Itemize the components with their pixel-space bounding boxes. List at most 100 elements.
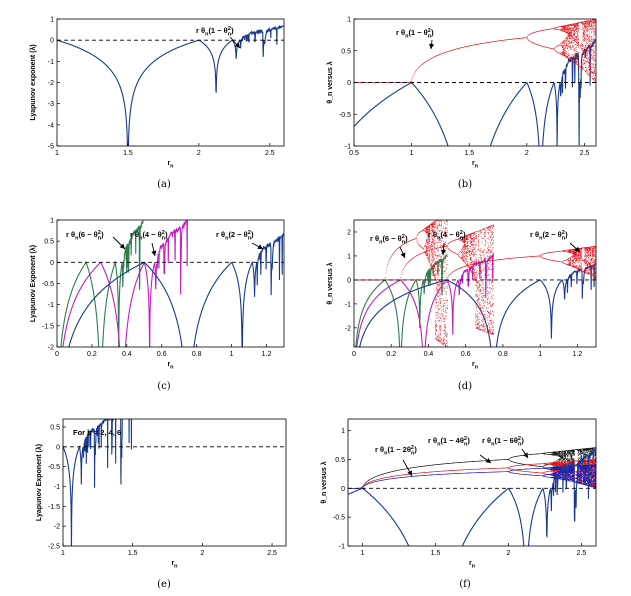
y-tick-label: 1 [347, 253, 351, 260]
lyapunov-curve [57, 24, 284, 146]
y-tick-label: -1 [339, 544, 345, 551]
y-tick-label: -2 [48, 80, 54, 87]
x-axis-label: rn [469, 560, 476, 570]
axes-frame [56, 18, 285, 147]
plot-area [354, 19, 596, 146]
y-tick-label: 1 [341, 428, 345, 435]
x-tick-label: 0.8 [498, 351, 508, 358]
annotation-arrowhead [234, 42, 240, 48]
y-tick-label: -1 [54, 484, 60, 491]
plot-area [63, 419, 133, 546]
y-tick-label: -2 [345, 325, 351, 332]
y-tick-label: -0.5 [42, 281, 54, 288]
x-tick-label: 0.5 [349, 150, 359, 157]
series-lyapunov-1 [60, 220, 144, 347]
y-axis-label: Lyapunov Exponent (λ) [29, 245, 37, 322]
x-tick-label: 2 [525, 150, 529, 157]
x-tick-label: 0.4 [424, 351, 434, 358]
x-tick-label: 2.5 [267, 550, 277, 557]
map-annotation: r θn(6 − θ2 n) [370, 234, 408, 246]
caption-f: (f) [459, 579, 471, 590]
x-tick-label: 1.2 [573, 351, 583, 358]
x-tick-label: 2.5 [577, 550, 587, 557]
y-tick-label: -3 [48, 101, 54, 108]
caption-e: (e) [157, 579, 171, 590]
y-axis-label: Lyapunov exponent (λ) [29, 44, 37, 120]
lyapunov-curve [359, 261, 596, 347]
series-lyapunov-1 [355, 254, 448, 347]
y-tick-label: -2 [54, 524, 60, 531]
x-tick-label: 2.5 [580, 150, 590, 157]
annotation-arrowhead [257, 244, 263, 249]
map-annotation: r θn(4 − θ2 n) [428, 230, 466, 242]
x-tick-label: 0 [55, 351, 59, 358]
map-annotation: r θn(1 − 4θ2 n) [428, 436, 470, 448]
y-tick-label: 0 [341, 486, 345, 493]
y-tick-label: 0 [50, 260, 54, 267]
series-lyapunov-1 [57, 24, 284, 146]
annotation-arrowhead [119, 243, 125, 249]
y-tick-label: 0.5 [50, 424, 60, 431]
y-tick-label: 1 [347, 17, 351, 24]
x-tick-label: 0.6 [461, 351, 471, 358]
x-tick-label: 2 [197, 150, 201, 157]
x-axis-label: rn [472, 361, 479, 371]
y-axis-label: θ_n versus λ [320, 461, 328, 503]
annotation-arrowhead [428, 43, 435, 49]
series-lyapunov-2 [62, 220, 188, 347]
map-annotation: r θn(1 − 6θ2 n) [482, 436, 524, 448]
x-tick-label: 1.5 [128, 550, 138, 557]
panel-d: 0 0.2 0.4 0.6 0.8 1 1.2 2 1 0 -1 -2 rn θ_n versus λ r … [326, 219, 597, 371]
y-tick-label: 0 [50, 38, 54, 45]
y-tick-label: -0.5 [333, 515, 345, 522]
y-tick-label: -1.5 [42, 323, 54, 330]
annotation-arrowhead [485, 457, 491, 463]
lyapunov-curve [68, 233, 284, 347]
x-tick-label: 0 [352, 351, 356, 358]
y-tick-label: 0.5 [335, 457, 345, 464]
x-axis-label: rn [167, 160, 174, 170]
y-tick-label: 1 [50, 218, 54, 225]
series-bifurcation-3 [348, 464, 596, 489]
y-tick-label: 0.5 [341, 48, 351, 55]
x-tick-label: 1 [55, 150, 59, 157]
y-tick-label: 0 [56, 444, 60, 451]
y-tick-label: -2.5 [48, 544, 60, 551]
caption-a: (a) [157, 179, 171, 190]
y-axis-label: θ_n versus λ [326, 61, 334, 103]
annotation-arrowhead [151, 250, 157, 256]
series-lyapunov-3 [68, 233, 284, 347]
x-axis-label: rn [472, 160, 479, 170]
panel-a: 1 1.5 2 2.5 1 0 -1 -2 -3 -4 -5 rn Lyapunov exponent … [29, 17, 285, 170]
y-tick-label: 0.5 [44, 239, 54, 246]
panel-c: 0 0.2 0.4 0.6 0.8 1 1.2 1 0.5 0 -0.5 -1 -1.5 -2 rn Lyap… [29, 218, 285, 371]
annotation-arrowhead [523, 452, 528, 458]
lyapunov-curve [348, 448, 596, 546]
series-bifurcation-2 [354, 19, 596, 83]
y-tick-label: -0.5 [48, 464, 60, 471]
plot-area [348, 447, 596, 546]
y-tick-label: -1 [48, 302, 54, 309]
lyapunov-curve [354, 39, 596, 146]
y-axis-label: θ_n versus λ [326, 262, 334, 304]
y-tick-label: -1 [345, 301, 351, 308]
y-tick-label: -4 [48, 122, 54, 129]
panel-b: 0.5 1 1.5 2 2.5 1 0.5 0 -0.5 -1 rn θ_n versus λ r θn… [326, 17, 597, 170]
x-tick-label: 0.2 [87, 351, 97, 358]
series-lyapunov-3 [359, 261, 596, 347]
axes-frame [353, 219, 597, 348]
map-annotation: r θn(6 − θ2 n) [66, 230, 104, 242]
caption-b: (b) [458, 179, 472, 190]
x-tick-label: 0.2 [386, 351, 396, 358]
y-tick-label: -1 [345, 144, 351, 151]
annotation-arrowhead [400, 252, 406, 258]
map-annotation: r θn(2 − θ2 n) [530, 230, 568, 242]
axes-frame [62, 418, 287, 547]
caption-c: (c) [157, 381, 171, 392]
x-tick-label: 1.5 [464, 150, 474, 157]
lyapunov-curve [60, 220, 144, 347]
x-tick-label: 1 [61, 550, 65, 557]
x-tick-label: 1.2 [262, 351, 272, 358]
x-tick-label: 0.6 [157, 351, 167, 358]
lyapunov-curve [63, 419, 133, 546]
